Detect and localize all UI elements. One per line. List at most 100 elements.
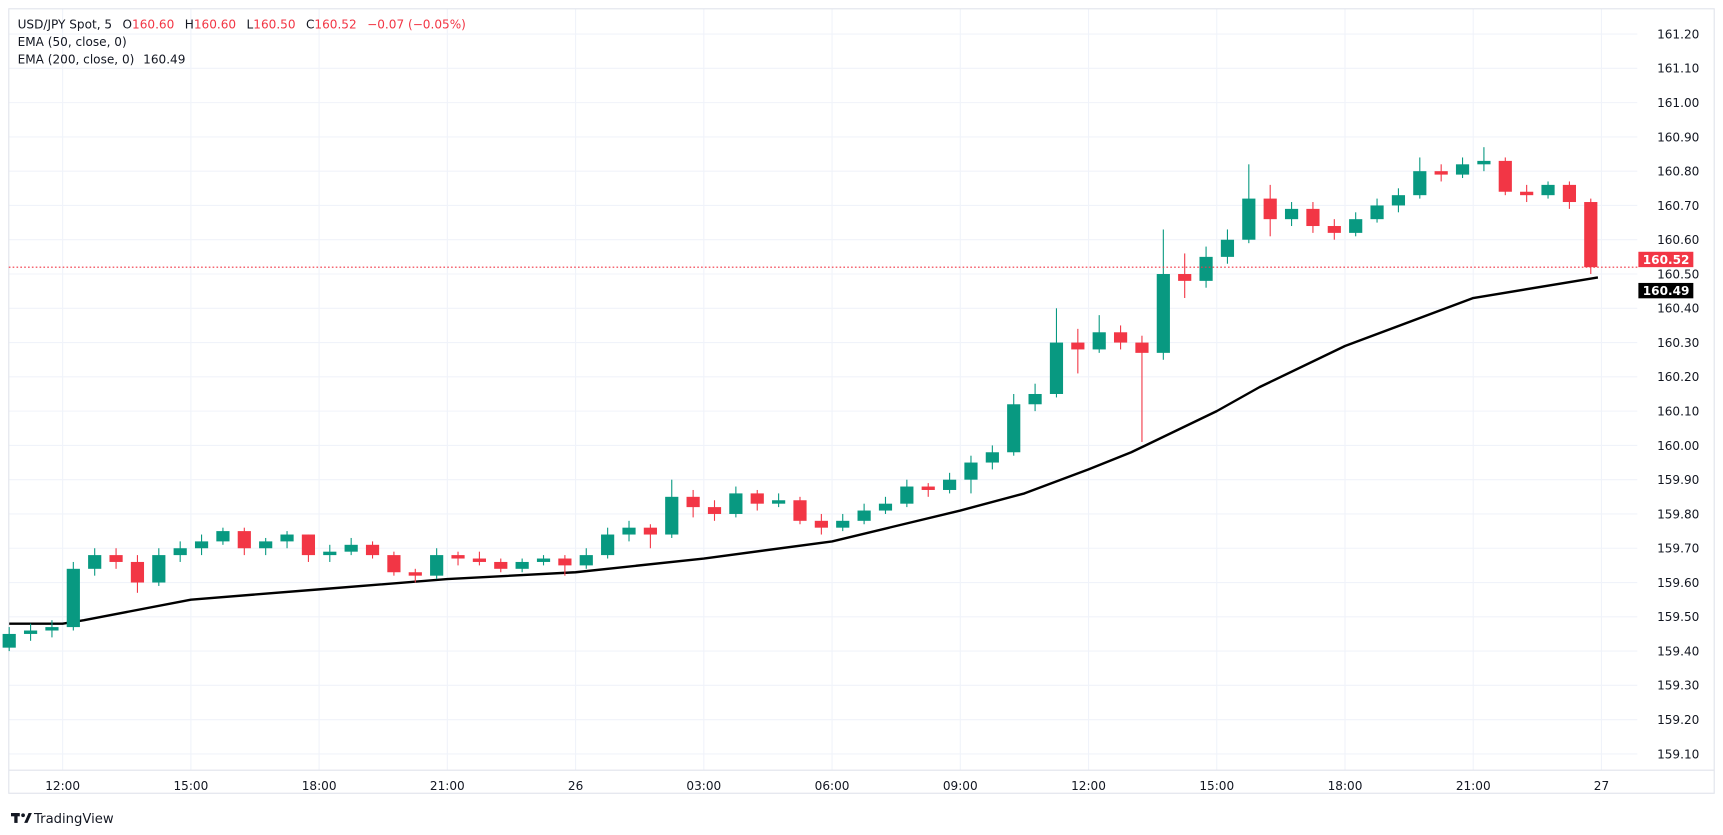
time-tick-label: 15:00 [173, 779, 208, 793]
tradingview-logo[interactable]: TradingView [10, 812, 114, 827]
candle-up [1049, 308, 1064, 398]
candle-body [344, 544, 358, 552]
candle-body [130, 561, 145, 583]
candle-body [430, 555, 444, 576]
price-tick-label: 159.70 [1657, 542, 1699, 556]
candle-body [900, 486, 914, 504]
time-tick-label: 12:00 [1071, 779, 1106, 793]
svg-text:USD/JPY Spot, 5 O160.60: USD/JPY Spot, 5 O160.60 H160.60 L160.50 … [18, 18, 466, 32]
candle-up [601, 527, 615, 559]
candle-down [1178, 253, 1192, 299]
candle-up [579, 548, 593, 569]
ema200-label: EMA (200, close, 0) [18, 53, 135, 67]
candle-body [1092, 332, 1106, 350]
candle-up [985, 445, 999, 470]
candle-up [194, 534, 209, 556]
candle-down [1306, 202, 1320, 233]
candle-body [1242, 198, 1256, 240]
time-tick-label: 21:00 [430, 779, 465, 793]
candle-up [772, 493, 786, 508]
candle-up [1284, 202, 1299, 227]
price-tick-label: 159.90 [1657, 473, 1699, 487]
candle-up [665, 479, 679, 538]
candle-down [494, 558, 508, 573]
candle-up [1349, 212, 1363, 237]
chart-frame [8, 8, 1715, 794]
candle-body [472, 558, 486, 562]
candle-body [259, 541, 273, 549]
candle-up [1242, 164, 1256, 244]
price-tick-label: 161.00 [1657, 96, 1699, 110]
price-tick-label: 159.30 [1657, 679, 1699, 693]
candle-body [45, 627, 59, 631]
candle-up [857, 503, 871, 525]
candle-body [1370, 205, 1384, 220]
ema-price-tag: 160.49 [1643, 284, 1690, 298]
ema-200-layer [9, 276, 1599, 625]
candle-down [814, 513, 828, 535]
candle-up [1220, 229, 1235, 264]
candle-body [985, 452, 999, 463]
price-axis[interactable]: 161.20 161.10 161.00 160.90 160.80 160.70 160.… [1657, 27, 1699, 761]
candle-down [558, 555, 572, 576]
candle-body [323, 551, 337, 556]
ema50-legend[interactable]: EMA (50, close, 0) [18, 35, 127, 49]
candle-down [1135, 335, 1149, 442]
candle-up [1007, 393, 1021, 456]
price-tick-label: 160.40 [1657, 302, 1699, 316]
candle-body [1520, 191, 1534, 196]
candle-body [280, 534, 294, 542]
change-value: −0.07 (−0.05%) [367, 18, 466, 32]
candle-down [1113, 325, 1128, 350]
candle-body [750, 493, 764, 504]
candle-body [88, 555, 102, 569]
candle-body [857, 510, 871, 521]
candle-up [2, 627, 16, 652]
candle-body [772, 500, 786, 504]
price-tick-label: 160.70 [1657, 199, 1699, 213]
candle-up [900, 479, 914, 508]
candle-up [1156, 229, 1170, 360]
ema200-legend[interactable]: EMA (200, close, 0) 160.49 [18, 53, 186, 67]
candle-up [1092, 315, 1106, 353]
candle-body [173, 548, 187, 556]
candle-body [216, 531, 230, 542]
candle-up [943, 472, 957, 494]
open-label: O [123, 18, 133, 32]
candle-body [921, 486, 935, 490]
price-tick-label: 160.50 [1657, 267, 1699, 281]
candle-down [1498, 157, 1512, 196]
ema-price-tag-bg [1638, 282, 1694, 299]
candle-down [451, 551, 465, 566]
last-price-tag: 160.52 [1643, 253, 1690, 267]
candle-body [1498, 160, 1512, 192]
price-tick-label: 159.20 [1657, 713, 1699, 727]
candle-down [408, 568, 422, 583]
candle-up [430, 548, 444, 580]
candle-body [707, 507, 722, 514]
candles-layer [2, 147, 1598, 652]
time-tick-label: 12:00 [45, 779, 80, 793]
candle-down [301, 534, 316, 562]
candle-down [387, 551, 401, 576]
time-tick-label: 15:00 [1199, 779, 1234, 793]
time-tick-label: 06:00 [815, 779, 850, 793]
candle-body [878, 503, 893, 511]
legend: USD/JPY Spot, 5 O160.60 H160.60 L160.50 … [18, 18, 466, 67]
price-tags: 160.52 160.49 [1638, 251, 1694, 299]
tradingview-icon [10, 813, 32, 823]
price-tick-label: 159.40 [1657, 644, 1699, 658]
time-tick-label: 18:00 [302, 779, 337, 793]
candle-down [109, 548, 123, 569]
candle-body [1306, 208, 1320, 227]
candle-down [707, 500, 722, 521]
time-axis[interactable]: 12:00 15:00 18:00 21:00 26 03:00 06:00 09:00 12:… [45, 779, 1609, 793]
candle-up [1477, 147, 1491, 172]
candle-up [536, 555, 551, 566]
candle-body [1327, 226, 1341, 233]
candle-up [1391, 188, 1406, 213]
price-tick-label: 159.60 [1657, 576, 1699, 590]
candle-down [365, 541, 380, 559]
